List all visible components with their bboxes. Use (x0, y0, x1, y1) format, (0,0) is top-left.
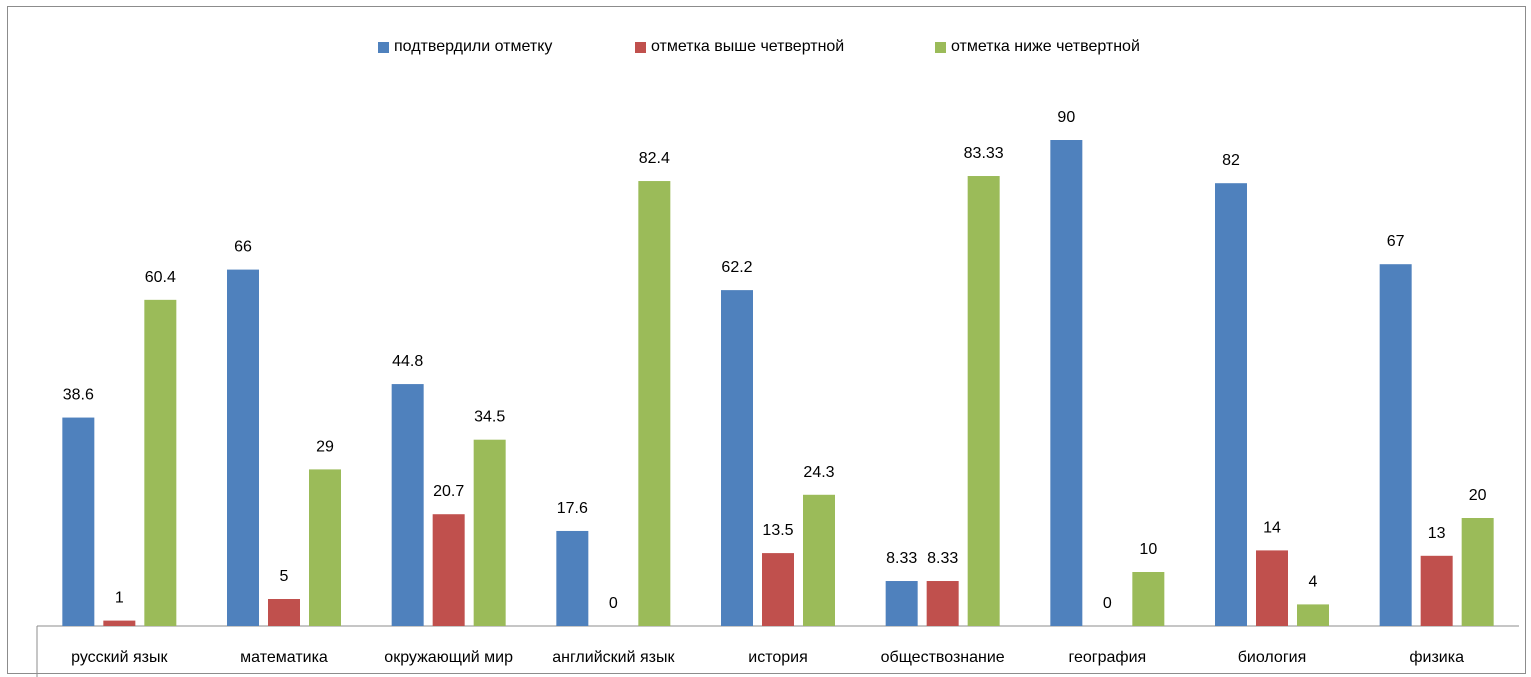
data-label-1-6: 8.33 (886, 550, 917, 567)
bar-2-6 (927, 581, 959, 626)
data-label-2-8: 14 (1263, 519, 1281, 536)
category-label-4: английский язык (552, 649, 675, 666)
data-label-2-1: 1 (115, 590, 124, 607)
category-label-1: русский язык (71, 649, 168, 666)
bar-3-8 (1297, 604, 1329, 626)
data-label-3-3: 34.5 (474, 409, 505, 426)
bar-3-7 (1132, 572, 1164, 626)
data-label-2-6: 8.33 (927, 550, 958, 567)
bar-3-2 (309, 469, 341, 626)
bar-2-3 (433, 514, 465, 626)
bar-1-4 (556, 531, 588, 626)
data-label-1-1: 38.6 (63, 387, 94, 404)
bar-1-2 (227, 270, 259, 626)
data-label-2-7: 0 (1103, 595, 1112, 612)
category-label-5: история (748, 649, 807, 666)
bar-3-9 (1462, 518, 1494, 626)
bar-3-5 (803, 495, 835, 626)
category-label-7: география (1068, 649, 1146, 666)
data-label-2-3: 20.7 (433, 483, 464, 500)
data-label-2-2: 5 (280, 568, 289, 585)
category-label-9: физика (1409, 649, 1464, 666)
category-label-6: обществознание (881, 649, 1005, 666)
data-label-1-7: 90 (1057, 109, 1075, 126)
data-label-3-7: 10 (1139, 541, 1157, 558)
category-label-8: биология (1238, 649, 1307, 666)
data-label-1-3: 44.8 (392, 353, 423, 370)
bar-1-7 (1050, 140, 1082, 626)
data-label-1-2: 66 (234, 239, 252, 256)
bar-2-1 (103, 621, 135, 626)
bar-1-9 (1380, 264, 1412, 626)
data-label-1-9: 67 (1387, 233, 1405, 250)
data-label-3-9: 20 (1469, 487, 1487, 504)
data-label-1-4: 17.6 (557, 500, 588, 517)
category-label-3: окружающий мир (384, 649, 513, 666)
category-label-2: математика (240, 649, 328, 666)
data-label-1-8: 82 (1222, 152, 1240, 169)
bar-1-8 (1215, 183, 1247, 626)
data-label-3-2: 29 (316, 438, 334, 455)
data-label-2-9: 13 (1428, 525, 1446, 542)
data-label-3-6: 83.33 (964, 145, 1004, 162)
data-label-3-8: 4 (1309, 573, 1318, 590)
data-label-3-1: 60.4 (145, 269, 176, 286)
bar-1-5 (721, 290, 753, 626)
bar-2-2 (268, 599, 300, 626)
data-label-2-4: 0 (609, 595, 618, 612)
bar-3-4 (638, 181, 670, 626)
bar-1-1 (62, 418, 94, 626)
bar-2-9 (1421, 556, 1453, 626)
data-label-2-5: 13.5 (762, 522, 793, 539)
data-label-3-5: 24.3 (803, 464, 834, 481)
bar-3-6 (968, 176, 1000, 626)
data-label-1-5: 62.2 (721, 259, 752, 276)
bar-3-1 (144, 300, 176, 626)
bar-2-5 (762, 553, 794, 626)
bar-1-6 (886, 581, 918, 626)
bar-2-8 (1256, 550, 1288, 626)
data-label-3-4: 82.4 (639, 150, 670, 167)
bar-3-3 (474, 440, 506, 626)
bar-1-3 (392, 384, 424, 626)
